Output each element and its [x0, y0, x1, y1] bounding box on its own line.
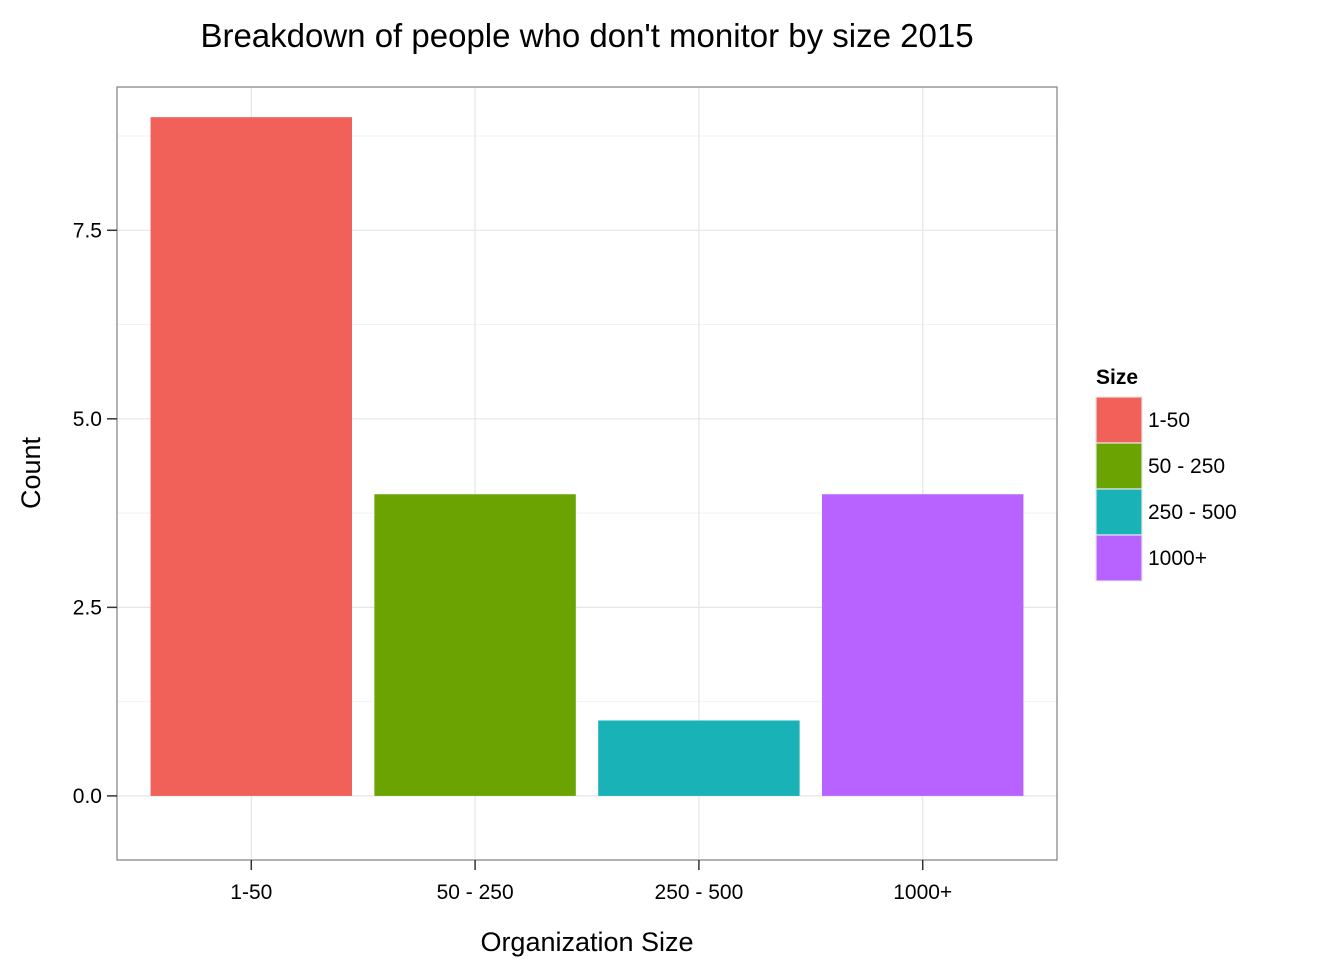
legend-label: 50 - 250 [1148, 455, 1225, 478]
y-axis: 0.0 2.5 5.0 7.5 [73, 219, 117, 808]
legend-items: 1-50 50 - 250 250 - 500 1000+ [1095, 396, 1237, 582]
legend-key-1 [1095, 442, 1143, 490]
bars [150, 117, 1024, 796]
x-tick-label: 50 - 250 [437, 881, 514, 904]
y-tick-label: 0.0 [73, 785, 102, 808]
bar-2 [598, 720, 800, 796]
y-axis-label: Count [16, 436, 46, 509]
plot-panel [116, 86, 1058, 861]
legend-title: Size [1096, 366, 1138, 389]
legend-key-2 [1095, 488, 1143, 536]
y-tick-label: 2.5 [73, 596, 102, 619]
plot-border [116, 86, 1058, 861]
x-tick-label: 250 - 500 [655, 881, 744, 904]
bar-0 [150, 117, 352, 796]
x-tick-label: 1-50 [230, 881, 272, 904]
legend-key-0 [1095, 396, 1143, 444]
legend-label: 250 - 500 [1148, 501, 1237, 524]
chart-title: Breakdown of people who don't monitor by… [200, 17, 973, 54]
legend-label: 1000+ [1148, 547, 1207, 570]
y-tick-label: 7.5 [73, 219, 102, 242]
bar-3 [822, 494, 1024, 796]
x-axis-label: Organization Size [480, 927, 693, 957]
x-axis: 1-50 50 - 250 250 - 500 1000+ [230, 860, 952, 904]
bar-1 [374, 494, 576, 796]
legend-key-3 [1095, 534, 1143, 582]
x-tick-label: 1000+ [893, 881, 952, 904]
legend: Size 1-50 50 - 250 250 - 500 1000+ [1095, 366, 1237, 582]
legend-label: 1-50 [1148, 409, 1190, 432]
y-tick-label: 5.0 [73, 408, 102, 431]
